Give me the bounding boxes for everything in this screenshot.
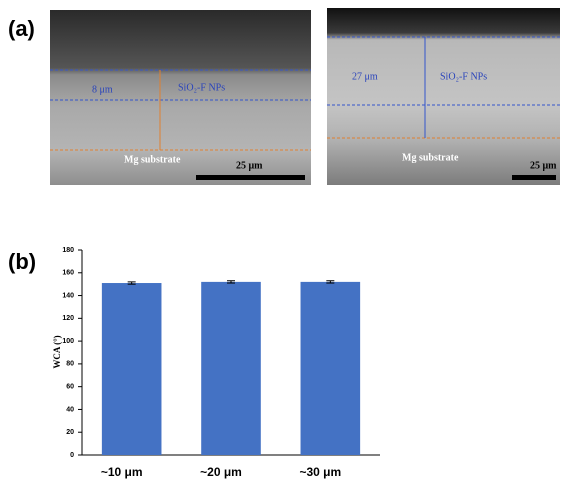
bar — [102, 283, 162, 455]
thickness: 27 μm — [352, 71, 378, 82]
y-tick-label: 60 — [66, 384, 74, 391]
sem-image: 27 μm SiO₂-F NPs Mg substrate 25 μm — [327, 8, 560, 185]
scale-bar-label: 25 μm — [236, 160, 263, 171]
y-tick-label: 80 — [66, 361, 74, 368]
y-tick-label: 40 — [66, 406, 74, 413]
y-tick-label: 0 — [70, 452, 74, 459]
coating: SiO₂-F NPs — [178, 82, 225, 93]
figure: (a) 8 μm SiO₂-F NPs Mg substrate 25 μm 2… — [0, 0, 572, 483]
bar — [301, 282, 361, 455]
bar — [201, 282, 261, 455]
y-tick-label: 140 — [62, 292, 74, 299]
y-tick-label: 20 — [66, 429, 74, 436]
panel-label: (a) — [8, 16, 35, 41]
thickness: 8 μm — [92, 84, 113, 95]
y-tick-label: 100 — [62, 338, 74, 345]
x-tick-label: ~10 μm — [101, 465, 143, 479]
y-axis-label: WCA (°) — [52, 335, 62, 368]
x-tick-label: ~20 μm — [200, 465, 242, 479]
scale-bar-label: 25 μm — [530, 160, 557, 171]
sem-image: 8 μm SiO₂-F NPs Mg substrate 25 μm — [50, 10, 311, 185]
coating: SiO₂-F NPs — [440, 71, 487, 82]
y-tick-label: 120 — [62, 315, 74, 322]
y-tick-label: 160 — [62, 270, 74, 277]
x-tick-label: ~30 μm — [299, 465, 341, 479]
substrate: Mg substrate — [402, 152, 459, 163]
panel-label: (b) — [8, 249, 36, 274]
substrate: Mg substrate — [124, 154, 181, 165]
y-tick-label: 180 — [62, 247, 74, 254]
